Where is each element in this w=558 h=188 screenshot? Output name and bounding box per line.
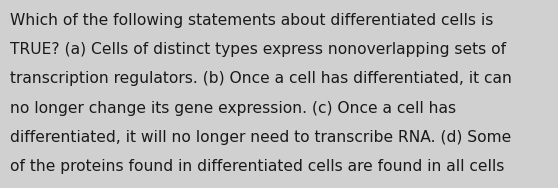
Text: no longer change its gene expression. (c) Once a cell has: no longer change its gene expression. (c… — [10, 101, 456, 116]
Text: TRUE? (a) Cells of distinct types express nonoverlapping sets of: TRUE? (a) Cells of distinct types expres… — [10, 42, 506, 57]
Text: differentiated, it will no longer need to transcribe RNA. (d) Some: differentiated, it will no longer need t… — [10, 130, 511, 145]
Text: transcription regulators. (b) Once a cell has differentiated, it can: transcription regulators. (b) Once a cel… — [10, 71, 512, 86]
Text: of the proteins found in differentiated cells are found in all cells: of the proteins found in differentiated … — [10, 159, 504, 174]
Text: Which of the following statements about differentiated cells is: Which of the following statements about … — [10, 13, 493, 28]
